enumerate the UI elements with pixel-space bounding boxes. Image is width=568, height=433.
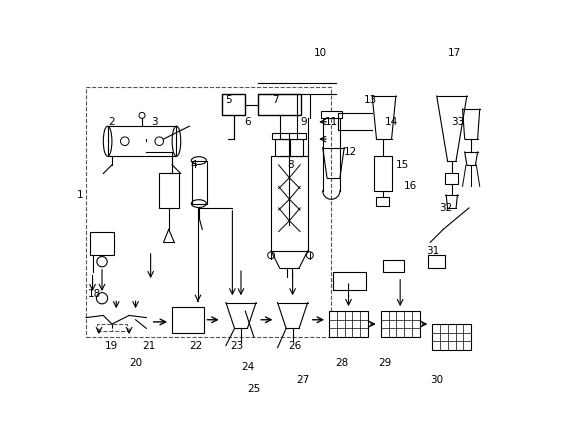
Circle shape — [184, 318, 186, 321]
Text: 9: 9 — [300, 117, 307, 127]
Text: 13: 13 — [364, 95, 377, 105]
Bar — [320, 111, 342, 117]
Circle shape — [177, 325, 180, 327]
Text: 14: 14 — [385, 117, 398, 127]
Bar — [90, 232, 114, 255]
Text: 6: 6 — [244, 117, 250, 127]
Text: 27: 27 — [296, 375, 310, 385]
Bar — [191, 161, 207, 204]
Circle shape — [184, 325, 186, 327]
Text: 1: 1 — [76, 190, 83, 200]
Text: 2: 2 — [108, 117, 115, 127]
Text: 15: 15 — [396, 160, 409, 170]
Text: 12: 12 — [344, 147, 357, 157]
Text: 25: 25 — [247, 384, 261, 394]
Text: 11: 11 — [325, 117, 338, 127]
Text: 19: 19 — [105, 341, 119, 351]
Text: 22: 22 — [189, 341, 202, 351]
Circle shape — [190, 325, 193, 327]
Bar — [329, 311, 368, 337]
Text: 21: 21 — [142, 341, 155, 351]
Text: 17: 17 — [448, 48, 461, 58]
Bar — [222, 94, 245, 116]
Text: 28: 28 — [336, 358, 349, 368]
Circle shape — [184, 312, 186, 315]
Text: 8: 8 — [287, 160, 294, 170]
Text: 20: 20 — [129, 358, 142, 368]
Bar — [273, 132, 306, 139]
Text: 26: 26 — [288, 341, 302, 351]
Text: 33: 33 — [452, 117, 465, 127]
Text: 32: 32 — [438, 203, 452, 213]
Bar — [86, 87, 331, 337]
Bar — [333, 272, 366, 290]
Circle shape — [197, 318, 199, 321]
Text: 30: 30 — [430, 375, 443, 385]
Bar — [445, 174, 458, 184]
Bar — [97, 324, 127, 330]
Bar — [381, 311, 420, 337]
Text: 23: 23 — [230, 341, 243, 351]
Circle shape — [197, 312, 199, 315]
Text: 31: 31 — [426, 246, 439, 256]
Text: 10: 10 — [314, 48, 327, 58]
Circle shape — [197, 325, 199, 327]
Bar — [159, 174, 178, 208]
Circle shape — [177, 318, 180, 321]
Bar — [432, 324, 471, 350]
Bar — [275, 139, 303, 156]
Bar — [172, 307, 204, 333]
Text: 29: 29 — [378, 358, 392, 368]
Bar — [377, 197, 390, 206]
Text: 18: 18 — [88, 289, 101, 299]
Text: 16: 16 — [404, 181, 417, 191]
Circle shape — [190, 318, 193, 321]
Bar — [107, 126, 177, 156]
Bar — [374, 156, 391, 191]
Text: 3: 3 — [152, 117, 158, 127]
Text: 5: 5 — [225, 95, 231, 105]
Bar — [383, 259, 404, 272]
Bar — [428, 255, 445, 268]
Circle shape — [177, 312, 180, 315]
Text: 7: 7 — [272, 95, 279, 105]
Text: 4: 4 — [190, 160, 197, 170]
Bar — [258, 94, 301, 116]
Circle shape — [190, 312, 193, 315]
Bar — [271, 156, 308, 251]
Text: 24: 24 — [241, 362, 254, 372]
